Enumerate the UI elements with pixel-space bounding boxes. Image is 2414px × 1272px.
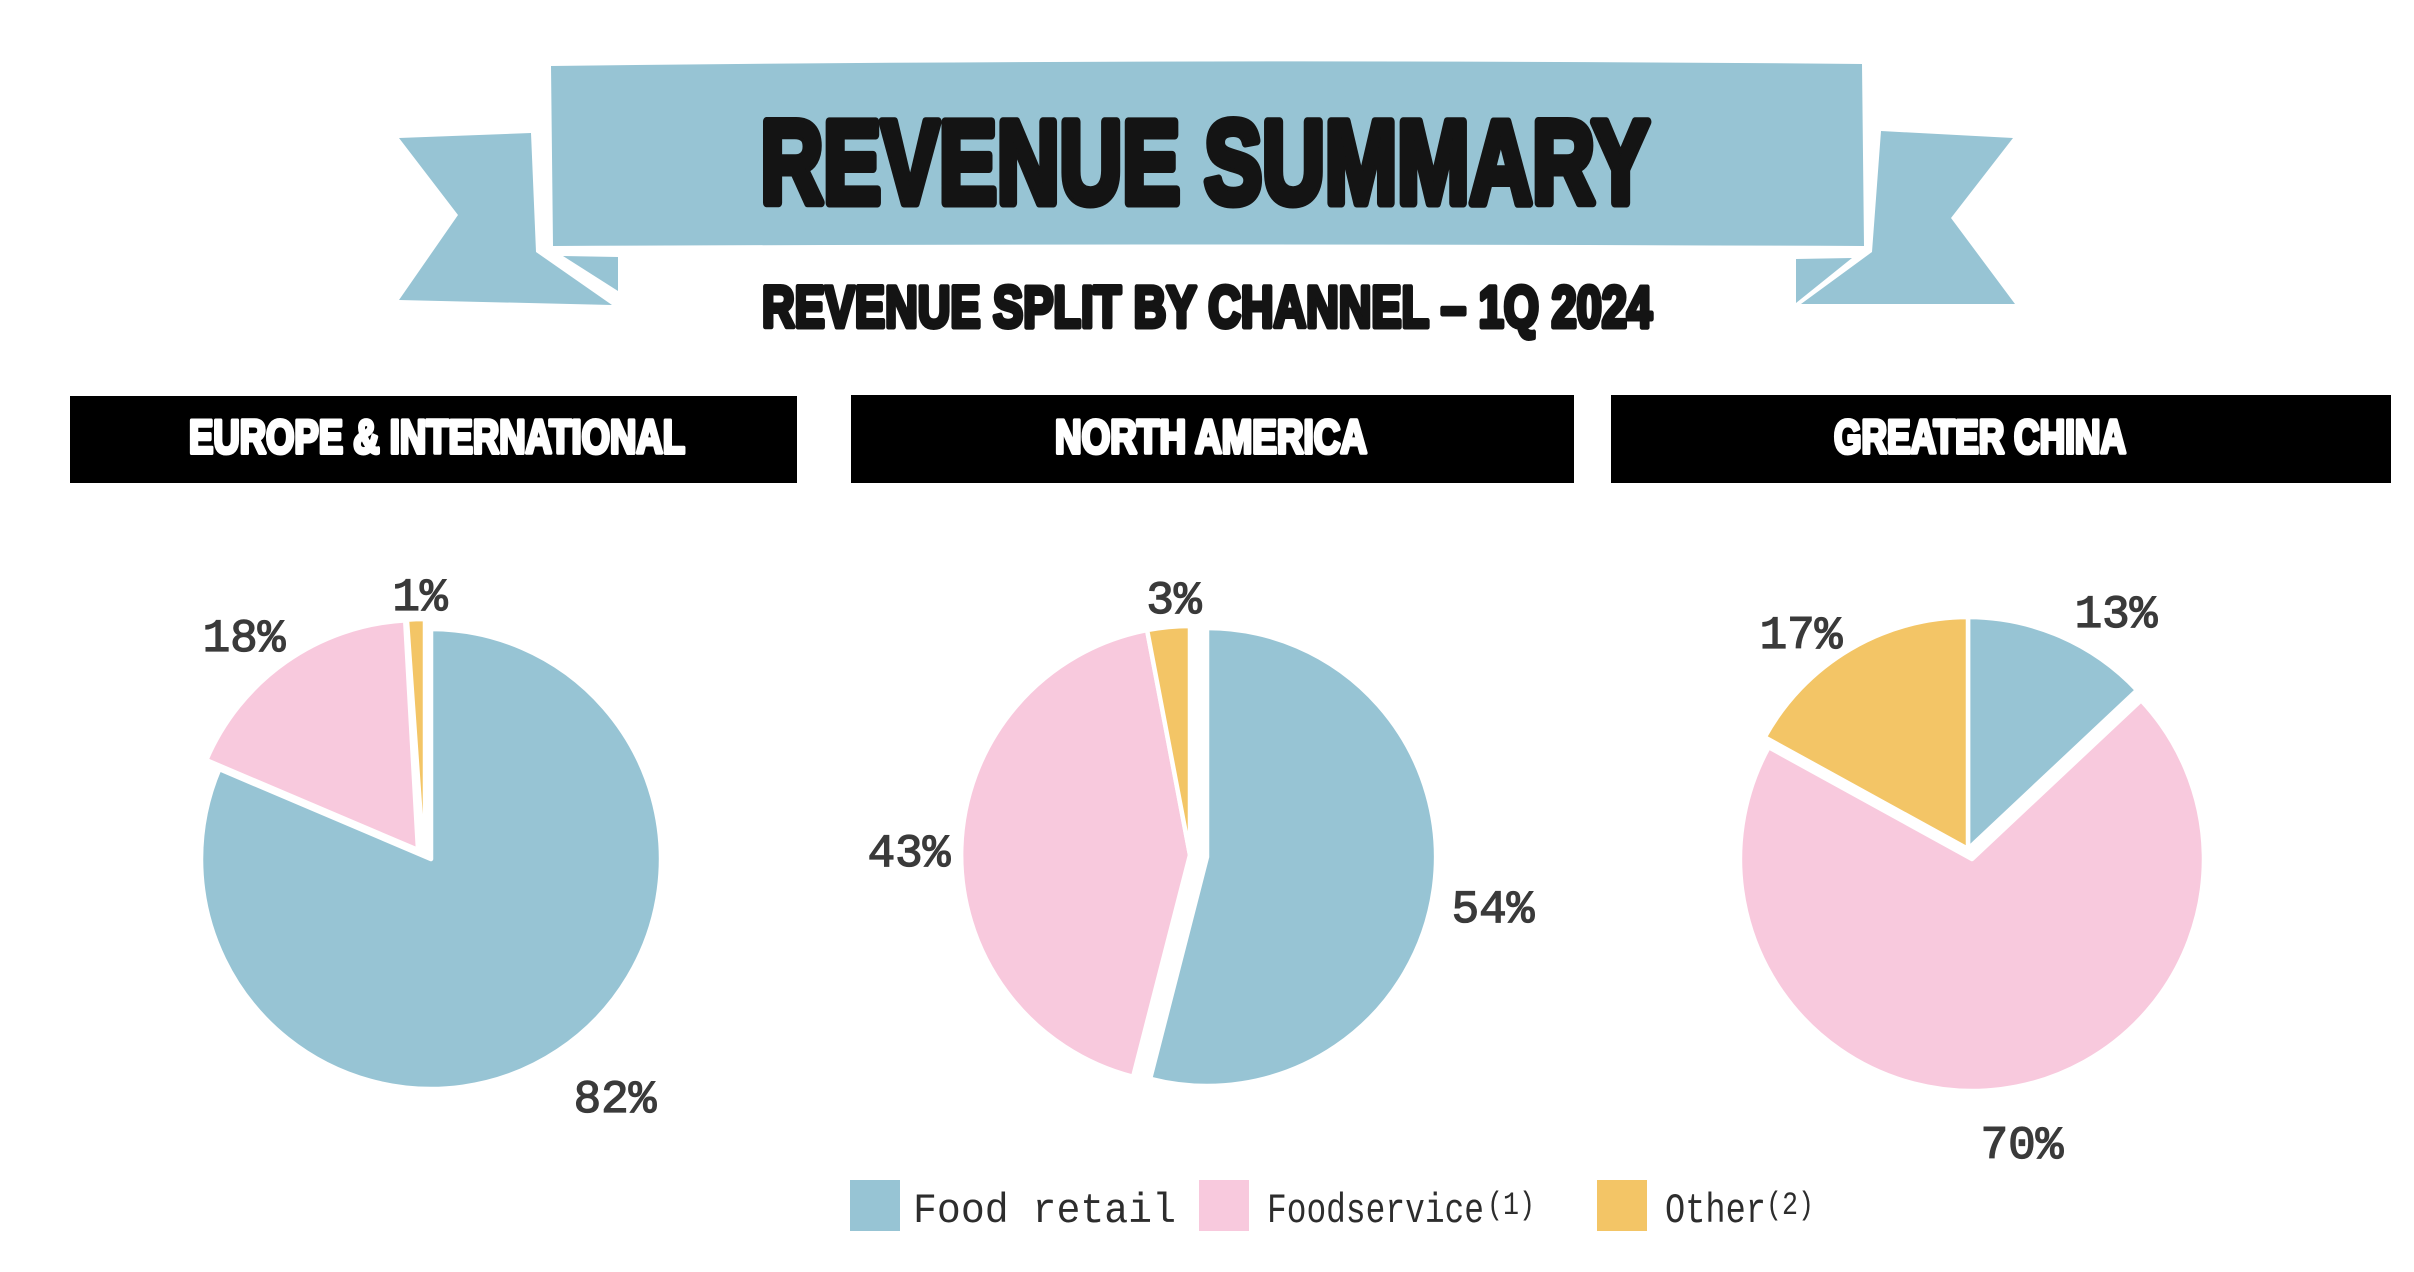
svg-text:REVENUE SPLIT BY CHANNEL – 1Q: REVENUE SPLIT BY CHANNEL – 1Q 2024 [762, 275, 1652, 340]
svg-text:(2): (2) [1766, 1187, 1814, 1224]
svg-text:18%: 18% [203, 613, 286, 665]
svg-text:GREATER CHINA: GREATER CHINA [1834, 410, 2126, 463]
svg-text:Food retail: Food retail [913, 1187, 1176, 1235]
svg-text:(1): (1) [1487, 1187, 1535, 1224]
svg-text:EUROPE & INTERNATIONAL: EUROPE & INTERNATIONAL [189, 410, 685, 463]
svg-text:1%: 1% [392, 572, 448, 624]
svg-text:17%: 17% [1760, 610, 1843, 662]
svg-text:REVENUE SUMMARY: REVENUE SUMMARY [761, 97, 1650, 229]
svg-text:82%: 82% [574, 1074, 657, 1126]
svg-text:13%: 13% [2075, 589, 2158, 641]
svg-text:Other: Other [1665, 1187, 1766, 1235]
svg-text:NORTH AMERICA: NORTH AMERICA [1055, 410, 1367, 463]
svg-text:70%: 70% [1981, 1120, 2064, 1172]
svg-text:3%: 3% [1146, 575, 1202, 627]
svg-text:Foodservice: Foodservice [1267, 1187, 1484, 1235]
svg-text:43%: 43% [868, 828, 951, 880]
svg-text:54%: 54% [1452, 884, 1535, 936]
